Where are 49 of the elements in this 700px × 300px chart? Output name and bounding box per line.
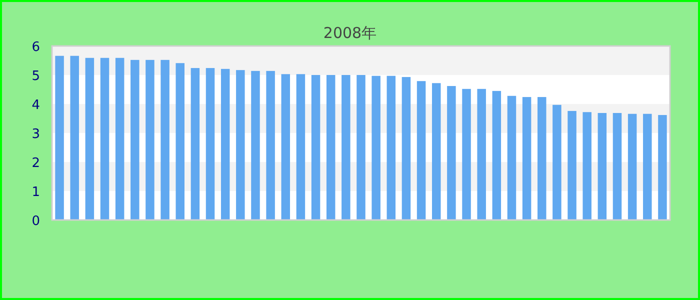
bar bbox=[492, 90, 502, 220]
bar bbox=[281, 74, 290, 220]
bar bbox=[356, 75, 366, 220]
y-tick-label: 6 bbox=[32, 40, 40, 55]
bar bbox=[402, 77, 411, 220]
y-tick-label: 1 bbox=[32, 185, 40, 200]
bar bbox=[130, 60, 140, 220]
bar bbox=[477, 88, 486, 220]
bar bbox=[160, 60, 170, 220]
bar bbox=[628, 114, 637, 220]
bar bbox=[266, 70, 275, 220]
bar bbox=[326, 75, 336, 220]
bar bbox=[432, 83, 441, 220]
bar bbox=[582, 112, 592, 220]
bar bbox=[507, 96, 516, 220]
bar bbox=[115, 58, 124, 220]
bar bbox=[538, 97, 546, 220]
bar bbox=[416, 81, 426, 220]
bar bbox=[386, 76, 396, 220]
bar bbox=[311, 75, 320, 220]
bar bbox=[100, 58, 110, 220]
y-tick-label: 5 bbox=[32, 69, 40, 84]
bar bbox=[522, 97, 532, 220]
bar bbox=[146, 60, 154, 220]
chart-subtitle: 2008年 bbox=[323, 24, 377, 42]
bar bbox=[236, 70, 245, 220]
bar bbox=[612, 112, 622, 220]
bar bbox=[598, 112, 607, 220]
bar bbox=[296, 74, 306, 220]
bar bbox=[462, 88, 471, 220]
bar bbox=[70, 56, 79, 220]
y-tick-label: 2 bbox=[32, 156, 40, 171]
y-tick-label: 0 bbox=[32, 214, 40, 229]
bar bbox=[251, 70, 260, 220]
bar bbox=[220, 68, 230, 220]
bar bbox=[342, 75, 350, 220]
bar bbox=[176, 63, 184, 220]
bar bbox=[643, 114, 652, 220]
bar bbox=[658, 115, 667, 220]
bar bbox=[85, 58, 94, 220]
y-tick-label: 4 bbox=[32, 98, 40, 113]
bar bbox=[55, 56, 64, 220]
bar bbox=[206, 68, 215, 220]
bar bbox=[190, 68, 200, 220]
y-tick-label: 3 bbox=[32, 127, 40, 142]
bar bbox=[372, 76, 380, 220]
bar bbox=[552, 104, 562, 220]
bar bbox=[568, 110, 576, 220]
bar bbox=[447, 86, 456, 220]
